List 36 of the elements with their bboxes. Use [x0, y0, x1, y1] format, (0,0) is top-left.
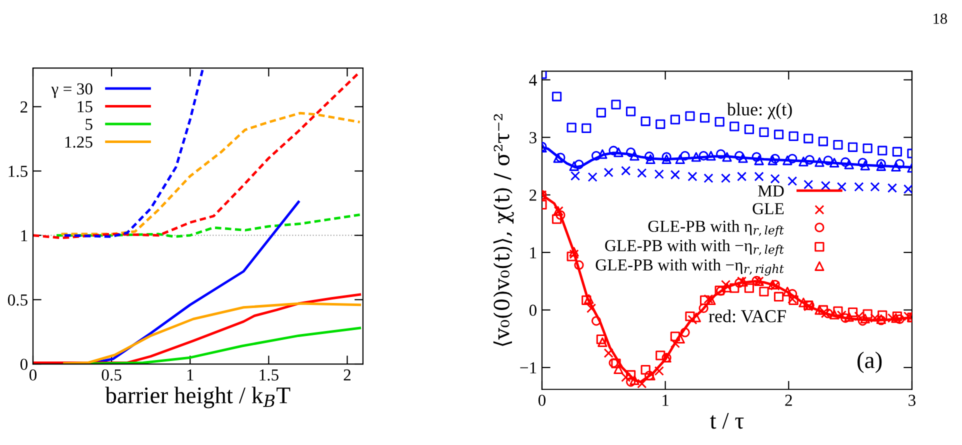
legend-label: GLE-PB with with −η$_{r,left}$	[605, 240, 784, 256]
legend-label: γ = 30	[51, 83, 92, 98]
x-tick-label: 1	[187, 369, 194, 380]
legend-label: 1.25	[65, 136, 92, 148]
legend-label: 5	[86, 118, 92, 130]
y-tick-label: 1	[21, 230, 28, 242]
y-tick-label: 4	[529, 74, 537, 86]
legend-label: GLE-PB with η$_{r,left}$	[648, 220, 784, 237]
legend-label: 15	[78, 101, 92, 112]
y-tick-label: 1.5	[8, 166, 28, 178]
x-tick-label: 0	[29, 369, 37, 381]
y-tick-label: 1	[530, 247, 536, 258]
text: 18	[934, 14, 947, 24]
annotation: red: VACF	[708, 310, 786, 322]
y-tick-label: 3	[530, 132, 536, 144]
x-tick-label: 2	[344, 369, 350, 380]
x-axis-title: barrier height / k$_{B}$T	[105, 386, 290, 408]
y-tick-label: 0	[20, 358, 28, 370]
y-tick-label: −1	[520, 362, 536, 374]
annotation: blue: χ(t)	[726, 102, 792, 120]
x-tick-label: 1.5	[260, 369, 278, 381]
x-tick-label: 0	[538, 394, 546, 406]
legend-label: GLE	[752, 203, 784, 214]
x-tick-label: 2	[785, 394, 792, 406]
x-axis-title: t / τ	[710, 412, 744, 429]
legend-label: MD	[758, 185, 784, 196]
y-tick-label: 0	[529, 304, 536, 316]
x-tick-label: 3	[908, 394, 916, 406]
x-tick-label: 1	[662, 394, 668, 406]
x-tick-label: 0.5	[102, 369, 122, 381]
y-axis-title: ⟨v₀(0)v₀(t)⟩, χ(t) / σ²τ⁻²	[493, 114, 514, 346]
annotation: (a)	[858, 352, 882, 374]
y-tick-label: 2	[530, 190, 536, 201]
legend-label: GLE-PB with with −η$_{r,right}$	[596, 258, 784, 276]
y-tick-label: 2	[20, 101, 28, 112]
y-tick-label: 0.5	[8, 294, 28, 306]
